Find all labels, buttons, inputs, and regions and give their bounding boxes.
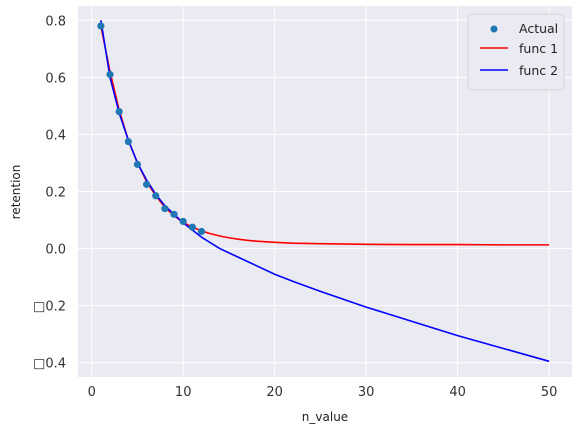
actual-point [170,210,178,218]
x-tick-label: 0 [88,385,96,400]
actual-point [124,137,132,146]
y-tick-label: 0.8 [45,14,66,29]
legend-label-func-1: func 1 [519,41,558,56]
actual-point [106,70,114,79]
x-tick-label: 20 [266,385,283,400]
y-tick-label: 0.6 [45,71,66,86]
legend-marker-actual [490,25,498,33]
actual-point [161,205,169,213]
y-axis-label: retention [9,165,23,220]
actual-point [188,223,196,231]
legend-box [467,13,565,91]
x-tick-label: 30 [358,385,375,400]
x-tick-label: 50 [541,385,558,400]
y-tick-label: □0.2 [33,300,66,315]
legend-label-actual: Actual [519,21,558,36]
y-tick-labels: 0.8 0.6 0.4 0.2 0.0 □0.2 □0.4 [33,14,66,371]
y-tick-label: □0.4 [33,357,66,372]
actual-point [133,160,142,168]
y-tick-label: 0.4 [45,128,66,143]
x-tick-label: 10 [175,385,192,400]
y-tick-label: 0.2 [45,186,66,201]
actual-point [197,227,206,236]
x-tick-label: 40 [449,385,466,400]
legend: Actual func 1 func 2 [467,13,565,91]
grid [78,6,572,377]
x-tick-labels: 0 10 20 30 40 50 [88,385,558,400]
legend-label-func-2: func 2 [519,63,558,78]
actual-point [115,107,123,116]
scatter-points [97,22,206,236]
y-tick-label: 0.0 [45,243,66,258]
x-axis-label: n_value [302,410,348,424]
actual-point [179,217,187,226]
actual-point [152,192,160,200]
actual-point [97,22,105,30]
actual-point [143,180,151,188]
